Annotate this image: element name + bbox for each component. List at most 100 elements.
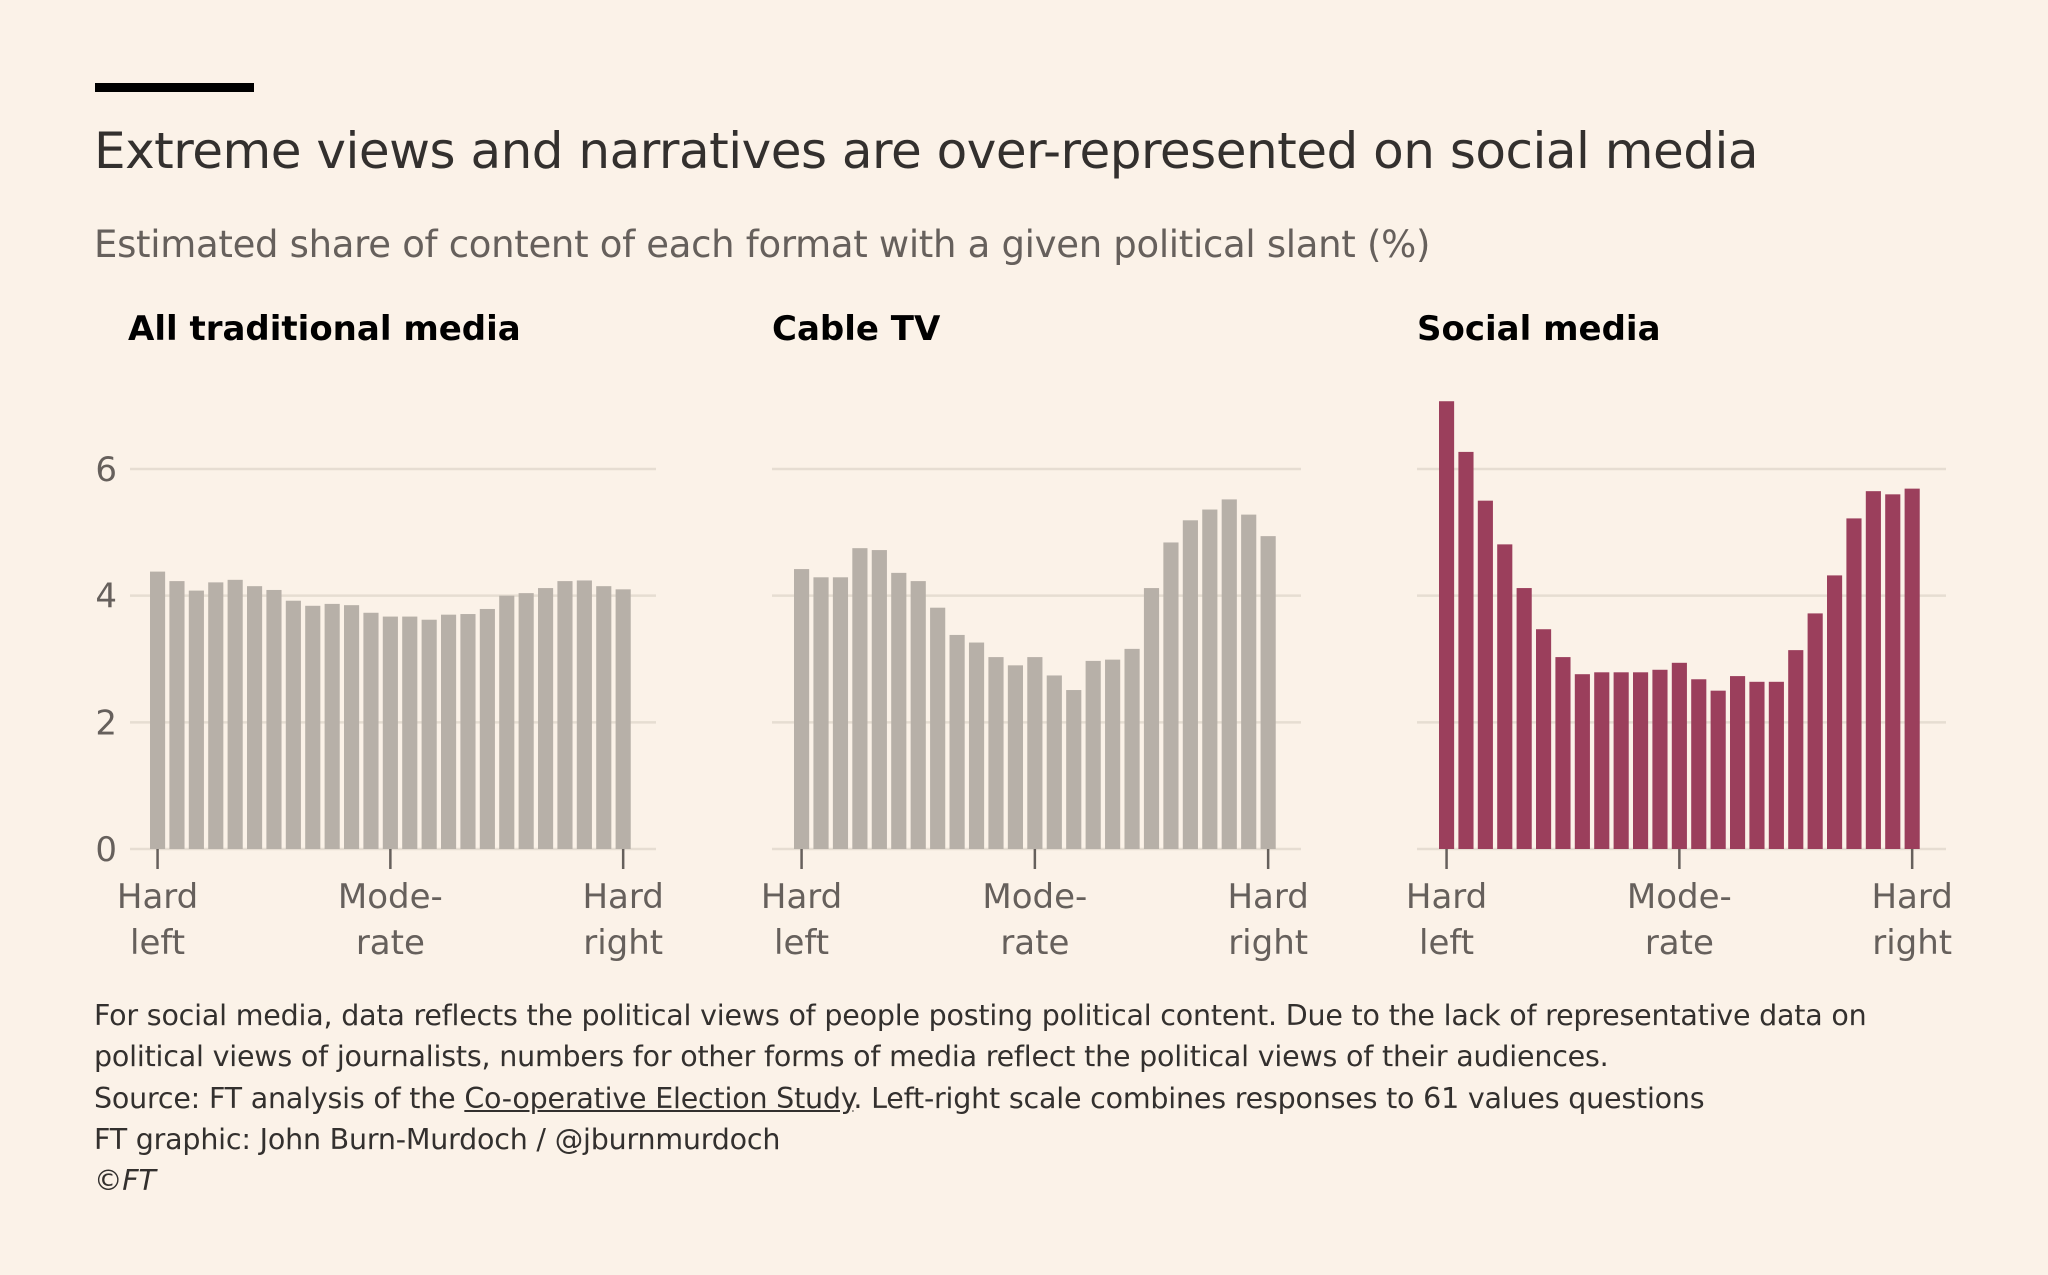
- bar: [1827, 575, 1843, 849]
- bar: [1788, 650, 1804, 849]
- bar: [538, 588, 554, 849]
- bar: [518, 593, 534, 849]
- bar: [576, 580, 592, 849]
- source-link[interactable]: Co-operative Election Study: [464, 1081, 854, 1115]
- bar: [949, 634, 965, 849]
- bar: [1085, 660, 1101, 849]
- bar: [1633, 672, 1649, 849]
- bar: [1885, 494, 1901, 849]
- x-tick-label: left: [130, 923, 185, 963]
- bar: [910, 581, 926, 849]
- x-tick-label: right: [583, 923, 663, 963]
- x-tick-label: Mode-: [338, 877, 443, 917]
- source-line: Source: FT analysis of the Co-operative …: [94, 1078, 1867, 1119]
- bar: [421, 619, 437, 849]
- bar: [1182, 520, 1198, 849]
- bar: [1105, 659, 1121, 849]
- note-line-2: political views of journalists, numbers …: [94, 1040, 1609, 1074]
- bar: [363, 612, 379, 849]
- bar: [227, 579, 243, 849]
- bar: [1477, 500, 1493, 849]
- x-tick-label: left: [774, 923, 829, 963]
- bar: [930, 607, 946, 849]
- bar: [382, 616, 398, 849]
- bar: [1163, 542, 1179, 849]
- bar: [324, 603, 340, 849]
- bar: [344, 605, 360, 849]
- bar: [1516, 588, 1532, 849]
- bar: [1458, 451, 1474, 849]
- bar: [188, 590, 204, 849]
- bar: [1574, 674, 1590, 849]
- bar: [1594, 672, 1610, 849]
- y-tick-label: 4: [95, 577, 117, 617]
- panel-title: Social media: [1417, 309, 1661, 349]
- bar: [1046, 675, 1062, 849]
- x-tick-label: Hard: [117, 877, 198, 917]
- bar: [305, 605, 321, 849]
- bar: [208, 582, 224, 849]
- bar: [615, 589, 631, 849]
- bar: [891, 572, 907, 849]
- bar: [852, 548, 868, 849]
- note-line-1: For social media, data reflects the poli…: [94, 999, 1867, 1032]
- bar: [150, 571, 166, 849]
- x-tick-label: rate: [356, 923, 425, 963]
- bar: [460, 614, 476, 849]
- x-tick-label: Mode-: [982, 877, 1087, 917]
- bar: [1536, 629, 1552, 849]
- x-tick-label: Hard: [582, 877, 663, 917]
- bar: [1613, 672, 1629, 849]
- bar: [1768, 681, 1784, 849]
- bar: [1691, 679, 1707, 849]
- bar: [285, 600, 301, 849]
- y-tick-label: 2: [95, 703, 117, 743]
- bar: [1027, 657, 1043, 849]
- bar: [813, 577, 829, 849]
- bar: [832, 577, 849, 849]
- credit-line: FT graphic: John Burn-Murdoch / @jburnmu…: [94, 1122, 781, 1156]
- source-prefix: Source: FT analysis of the: [94, 1081, 465, 1115]
- bar: [1749, 681, 1765, 849]
- footnotes: For social media, data reflects the poli…: [94, 995, 1867, 1201]
- x-tick-label: right: [1872, 923, 1952, 963]
- panel-title: All traditional media: [128, 309, 521, 349]
- bar: [1202, 509, 1218, 849]
- x-tick-label: Hard: [761, 877, 842, 917]
- bar: [1904, 488, 1920, 849]
- bar: [1671, 662, 1687, 849]
- bar: [794, 569, 810, 849]
- bar: [596, 586, 612, 849]
- ft-header-rule: [95, 83, 254, 92]
- source-suffix: . Left-right scale combines responses to…: [853, 1081, 1705, 1115]
- bar: [266, 589, 282, 849]
- x-tick-label: left: [1419, 923, 1474, 963]
- x-tick-label: rate: [1000, 923, 1069, 963]
- bar: [1730, 676, 1746, 849]
- chart-title: Extreme views and narratives are over-re…: [94, 122, 1759, 180]
- x-tick-label: Hard: [1227, 877, 1308, 917]
- bar: [1555, 657, 1571, 849]
- bar: [1007, 665, 1024, 849]
- bar: [557, 581, 573, 849]
- bar: [1865, 491, 1881, 849]
- bar: [1221, 499, 1237, 849]
- bar: [441, 614, 457, 849]
- bar: [1807, 613, 1823, 849]
- x-tick-label: rate: [1645, 923, 1714, 963]
- panel-title: Cable TV: [772, 309, 941, 349]
- bar: [1260, 536, 1276, 849]
- bar: [169, 581, 185, 849]
- bar: [1241, 514, 1257, 849]
- bar: [1652, 669, 1668, 849]
- bar: [479, 608, 495, 849]
- bar: [1439, 401, 1455, 849]
- bar: [988, 657, 1004, 849]
- bar: [1710, 690, 1726, 849]
- bar: [1143, 588, 1160, 849]
- bar: [1846, 518, 1862, 849]
- copyright: ©FT: [94, 1160, 1867, 1201]
- bar: [1124, 648, 1140, 849]
- copyright-text: ©FT: [94, 1164, 156, 1198]
